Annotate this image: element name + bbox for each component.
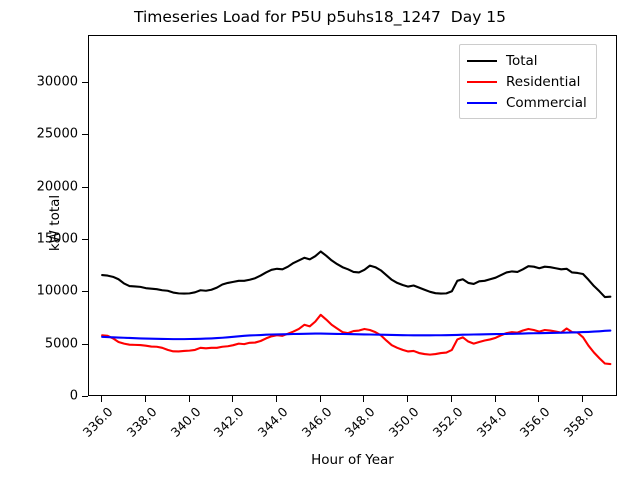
x-axis-tick-label: 354.0	[473, 404, 510, 440]
series-line-commercial	[101, 329, 612, 341]
x-axis-tick-mark	[275, 396, 277, 402]
legend-label: Residential	[506, 73, 581, 90]
legend-label: Commercial	[506, 94, 587, 111]
plot-lines	[101, 250, 612, 366]
y-axis-tick-label: 25000	[36, 126, 78, 142]
legend-item-total: Total	[467, 50, 587, 71]
chart-title: Timeseries Load for P5U p5uhs18_1247 Day…	[133, 8, 507, 26]
x-axis-tick-mark	[101, 396, 103, 402]
legend-color-swatch	[467, 59, 497, 62]
x-axis-tick-mark	[188, 396, 190, 402]
x-axis-tick-label: 338.0	[123, 404, 160, 440]
x-axis-tick-mark	[363, 396, 365, 402]
y-axis-tick-label: 20000	[36, 179, 78, 195]
legend-label: Total	[506, 52, 538, 69]
y-axis-tick-label: 10000	[36, 283, 78, 299]
x-axis-tick-label: 358.0	[560, 404, 597, 440]
y-axis-tick-label: 15000	[36, 231, 78, 247]
y-axis-tick-mark	[82, 238, 88, 240]
x-axis-tick-label: 350.0	[385, 404, 422, 440]
y-axis-tick-label: 0	[69, 388, 78, 404]
y-axis-tick-mark	[82, 343, 88, 345]
x-axis-tick-mark	[538, 396, 540, 402]
x-axis-tick-mark	[232, 396, 234, 402]
x-axis-tick-label: 344.0	[254, 404, 291, 440]
x-axis-tick-mark	[407, 396, 409, 402]
x-axis-tick-label: 348.0	[342, 404, 379, 440]
x-axis-tick-mark	[582, 396, 584, 402]
y-axis-tick-mark	[82, 396, 88, 397]
y-axis-tick-label: 5000	[44, 336, 78, 352]
legend-color-swatch	[467, 101, 497, 104]
legend-item-residential: Residential	[467, 71, 587, 92]
x-axis-tick-label: 340.0	[167, 404, 204, 440]
series-line-total	[101, 250, 612, 299]
x-axis-tick-label: 346.0	[298, 404, 335, 440]
legend: Total Residential Commercial	[459, 44, 597, 119]
y-axis-tick-mark	[82, 186, 88, 188]
x-axis-tick-mark	[144, 396, 146, 402]
series-line-residential	[101, 313, 612, 366]
x-axis-tick-label: 356.0	[516, 404, 553, 440]
y-axis-label: kW total	[47, 194, 63, 252]
x-axis-tick-mark	[450, 396, 452, 402]
y-axis-tick-mark	[82, 291, 88, 293]
y-axis-tick-labels: 0 5000 10000 15000 20000 25000 30000	[0, 0, 78, 480]
x-axis-tick-mark	[494, 396, 496, 402]
x-axis-tick-mark	[319, 396, 321, 402]
y-axis-tick-label: 30000	[36, 74, 78, 90]
x-axis-tick-label: 352.0	[429, 404, 466, 440]
y-axis-tick-mark	[82, 81, 88, 83]
y-axis-tick-mark	[82, 134, 88, 136]
x-axis-label: Hour of Year	[311, 452, 394, 468]
x-axis-tick-label: 342.0	[210, 404, 247, 440]
legend-item-commercial: Commercial	[467, 92, 587, 113]
legend-color-swatch	[467, 80, 497, 83]
